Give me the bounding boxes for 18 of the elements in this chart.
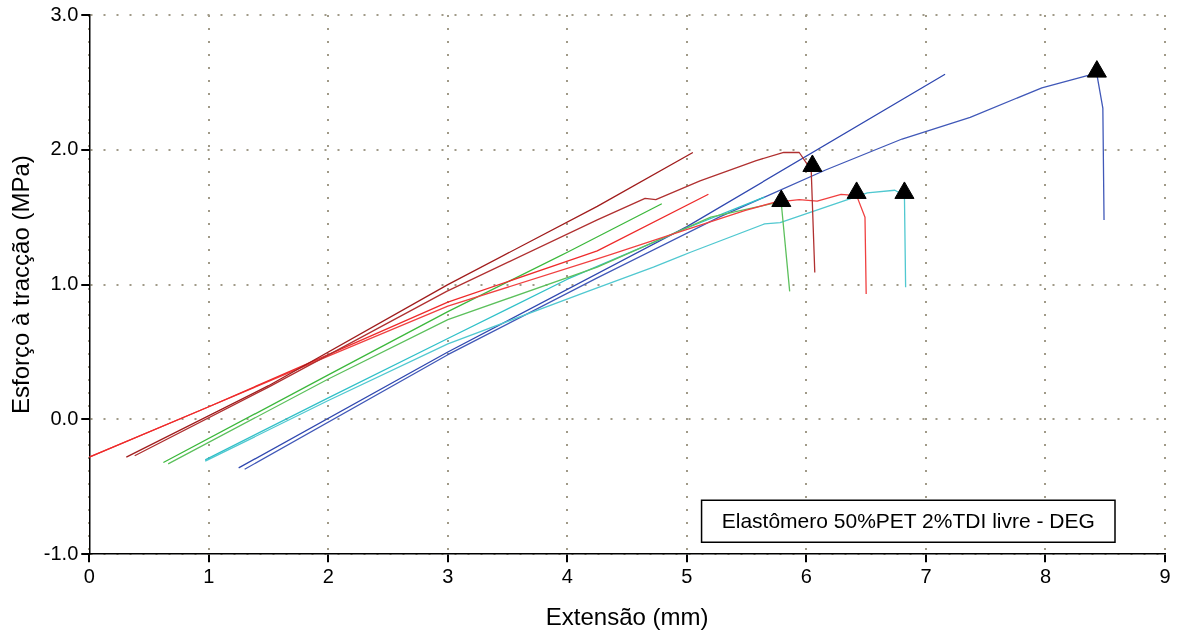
y-tick-label: 2.0 — [50, 137, 79, 160]
y-tick-label: 0.0 — [50, 406, 79, 429]
x-tick-label: 7 — [920, 564, 932, 587]
x-tick-label: 1 — [203, 564, 215, 587]
x-tick-label: 6 — [800, 564, 812, 587]
annotation: Elastômero 50%PET 2%TDI livre - DEG — [721, 509, 1095, 532]
x-tick-label: 4 — [561, 564, 573, 587]
x-tick-label: 2 — [322, 564, 334, 587]
x-tick-label: 0 — [83, 564, 95, 587]
y-tick-label: 1.0 — [50, 272, 79, 295]
y-axis-title: Esforço à tracção (MPa) — [7, 155, 35, 414]
x-tick-label: 5 — [681, 564, 693, 587]
y-tick-label: 3.0 — [50, 2, 79, 25]
x-tick-label: 3 — [442, 564, 454, 587]
y-tick-label: -1.0 — [43, 541, 79, 564]
x-axis-title: Extensão (mm) — [545, 603, 709, 631]
x-tick-label: 9 — [1159, 564, 1171, 587]
x-tick-label: 8 — [1039, 564, 1052, 587]
